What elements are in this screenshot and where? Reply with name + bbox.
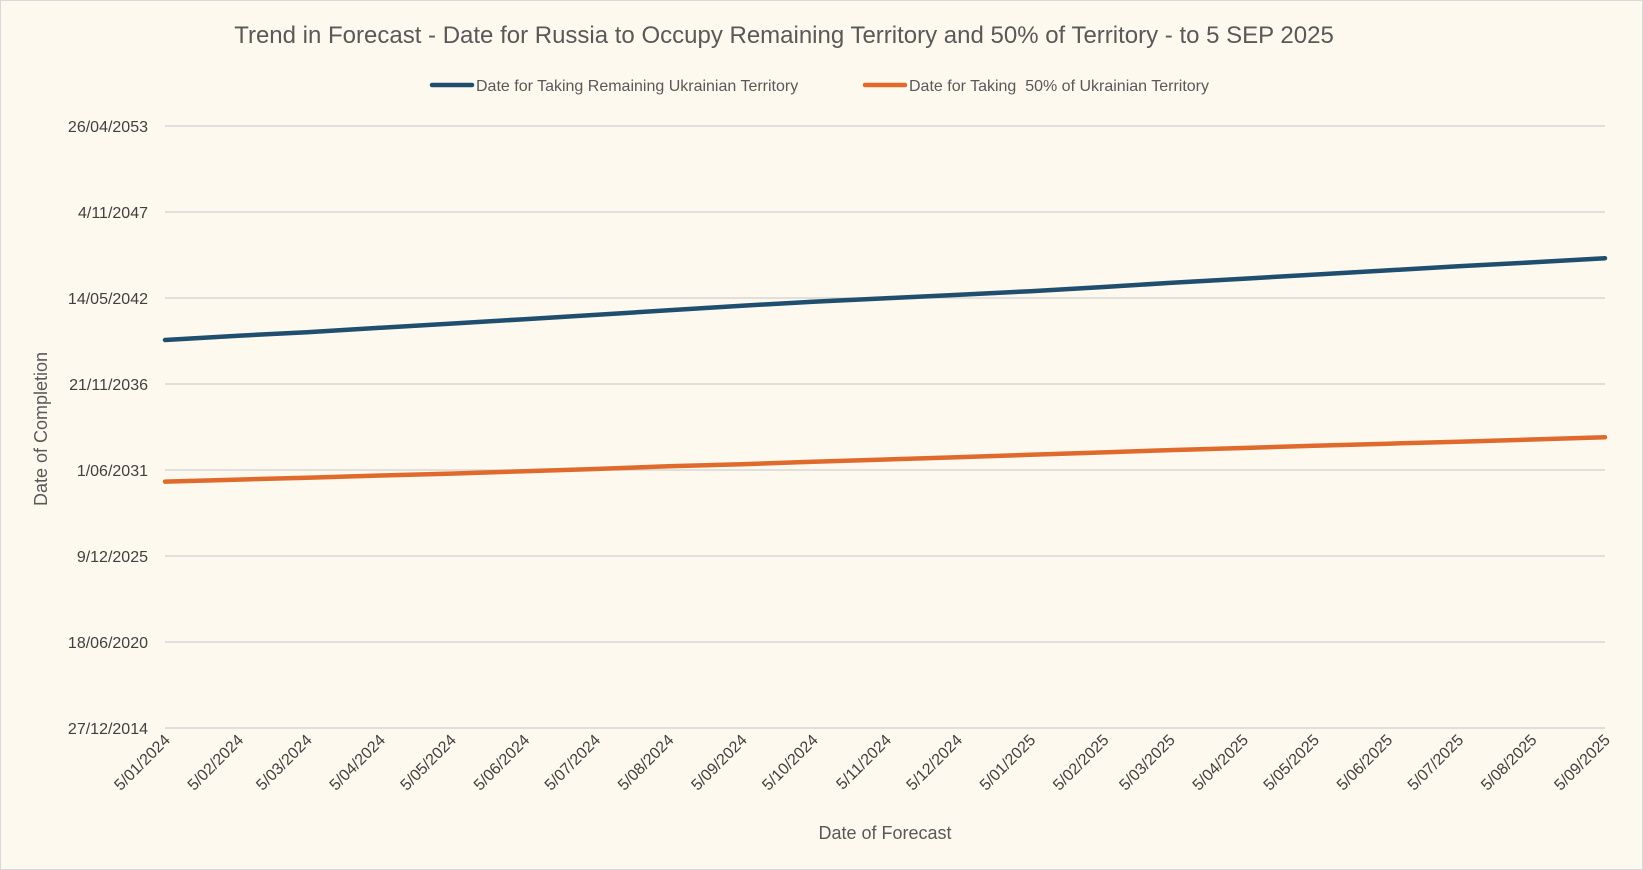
x-tick-label: 5/06/2024 [471, 732, 533, 794]
y-tick-label: 18/06/2020 [68, 635, 148, 652]
x-tick-label: 5/06/2025 [1334, 732, 1396, 794]
y-tick-label: 9/12/2025 [77, 549, 148, 566]
x-tick-label: 5/05/2025 [1261, 732, 1323, 794]
x-tick-label: 5/09/2025 [1551, 732, 1613, 794]
y-tick-label: 14/05/2042 [68, 291, 148, 308]
x-tick-label: 5/10/2024 [759, 732, 821, 794]
x-tick-label: 5/01/2024 [111, 732, 173, 794]
x-tick-label: 5/05/2024 [398, 732, 460, 794]
x-tick-label: 5/02/2024 [185, 732, 247, 794]
x-tick-label: 5/04/2024 [327, 732, 389, 794]
x-tick-label: 5/04/2025 [1190, 732, 1252, 794]
y-tick-label: 4/11/2047 [78, 205, 148, 222]
x-tick-label: 5/08/2025 [1478, 732, 1540, 794]
y-tick-label: 27/12/2014 [68, 721, 148, 738]
x-axis-title: Date of Forecast [818, 823, 951, 843]
y-tick-label: 21/11/2036 [69, 377, 148, 394]
x-tick-label: 5/03/2024 [253, 732, 315, 794]
y-tick-label: 1/06/2031 [77, 463, 148, 480]
y-axis-tick-labels: 27/12/2014 18/06/2020 9/12/2025 1/06/2031 21… [68, 119, 148, 738]
series-line-remaining-territory [162, 255, 1608, 343]
x-tick-label: 5/02/2025 [1050, 732, 1112, 794]
series-line-50-percent-territory [162, 435, 1608, 484]
x-tick-label: 5/08/2024 [615, 732, 677, 794]
x-tick-label: 5/07/2024 [542, 732, 604, 794]
legend: Date for Taking Remaining Ukrainian Terr… [429, 78, 1209, 95]
series-lines [162, 255, 1608, 484]
chart-title: Trend in Forecast - Date for Russia to O… [234, 22, 1334, 49]
x-tick-label: 5/12/2024 [904, 732, 966, 794]
x-tick-label: 5/09/2024 [688, 732, 750, 794]
x-tick-label: 5/11/2024 [833, 732, 895, 794]
x-tick-label: 5/07/2025 [1405, 732, 1467, 794]
x-axis-tick-labels: 5/01/2024 5/02/2024 5/03/2024 5/04/2024 5/05… [111, 732, 1613, 794]
y-gridlines [165, 125, 1605, 729]
y-tick-label: 26/04/2053 [68, 119, 148, 136]
legend-label-50-percent-territory: Date for Taking 50% of Ukrainian Territo… [909, 78, 1209, 95]
y-axis-title: Date of Completion [31, 352, 51, 506]
x-tick-label: 5/01/2025 [977, 732, 1039, 794]
x-tick-label: 5/03/2025 [1116, 732, 1178, 794]
legend-label-remaining-territory: Date for Taking Remaining Ukrainian Terr… [476, 78, 798, 95]
